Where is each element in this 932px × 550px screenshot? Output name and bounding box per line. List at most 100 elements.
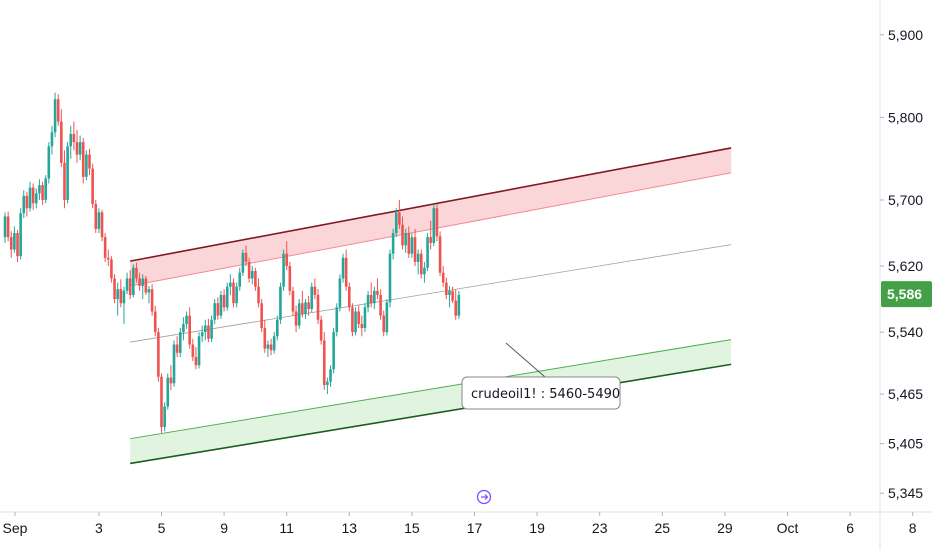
candle-body (238, 272, 242, 287)
y-axis[interactable]: 5,900 5,800 5,700 5,620 5,540 5,465 5,405 5,345 (880, 27, 923, 501)
candle-body (260, 303, 263, 329)
y-axis-tick-label: 5,800 (888, 109, 923, 125)
candle-body (125, 278, 129, 291)
candlestick-series (3, 92, 461, 433)
candle-body (150, 289, 154, 312)
candle-body (103, 237, 107, 258)
candle-body (63, 162, 66, 200)
candle-body (110, 259, 113, 279)
candle-body (276, 319, 279, 337)
candle-body (78, 142, 82, 155)
candle-body (81, 142, 85, 177)
candle-body (435, 208, 439, 237)
candle-body (232, 282, 235, 304)
candle-body (250, 271, 254, 279)
candle-body (351, 307, 354, 333)
candle-body (445, 282, 448, 295)
annotation-text: crudeoil1! : 5460-5490 (471, 387, 620, 402)
last-price-tag-bg (881, 281, 932, 308)
last-price-tag: 5,586 (881, 281, 932, 308)
candle-body (147, 289, 151, 293)
candle-body (307, 302, 310, 310)
x-axis-tick-label: 8 (909, 520, 917, 536)
candle-body (72, 133, 76, 143)
last-price-label: 5,586 (887, 286, 922, 302)
x-axis-tick-label: 29 (717, 520, 733, 536)
candle-body (19, 213, 22, 257)
candle-body (332, 332, 335, 370)
annotation-box (461, 376, 621, 410)
candle-body (338, 278, 342, 308)
candle-body (200, 332, 204, 337)
x-axis-tick-label: 15 (404, 520, 420, 536)
candle-body (97, 212, 101, 229)
candle-body (66, 146, 69, 200)
candle-body (178, 332, 182, 353)
candle-body (191, 344, 195, 357)
channel-top-line (130, 147, 732, 262)
y-axis-tick-label: 5,540 (888, 324, 923, 340)
candle-body (188, 315, 191, 345)
candle-body (75, 142, 79, 155)
scroll-to-realtime-icon[interactable] (476, 489, 492, 505)
x-axis-tick-label: Sep (3, 520, 28, 536)
candle-body (301, 303, 304, 314)
candle-body (376, 290, 379, 295)
candle-body (53, 99, 57, 133)
candle-body (341, 257, 345, 279)
candle-body (410, 237, 414, 254)
candle-body (398, 212, 401, 225)
candle-body (175, 344, 179, 353)
candle-body (6, 216, 10, 238)
candle-body (9, 237, 13, 250)
candle-body (282, 253, 285, 287)
candle-body (329, 369, 332, 382)
candle-body (94, 204, 98, 229)
candle-body (404, 233, 407, 246)
candle-body (194, 356, 198, 366)
candle-body (257, 286, 260, 304)
candle-body (294, 311, 298, 326)
candle-body (394, 212, 398, 234)
lower-support-channel (130, 339, 732, 465)
candle-body (429, 237, 432, 243)
candle-body (310, 286, 314, 310)
channel-band (130, 147, 732, 286)
x-axis-tick-label: 11 (279, 520, 294, 536)
candle-body (3, 216, 7, 238)
candle-body (354, 311, 357, 333)
y-axis-tick-label: 5,900 (888, 27, 923, 43)
candle-body (426, 237, 429, 268)
candle-body (373, 290, 376, 304)
candle-body (288, 266, 292, 291)
candle-body (132, 267, 135, 295)
candle-body (216, 303, 220, 316)
candle-body (41, 185, 44, 200)
candle-body (388, 253, 392, 303)
candle-body (423, 267, 426, 275)
x-axis-tick-label: 13 (342, 520, 358, 536)
x-axis-tick-label: 17 (467, 520, 483, 536)
candle-body (316, 294, 320, 320)
candle-body (169, 377, 173, 384)
candle-body (38, 185, 41, 194)
candle-body (304, 302, 307, 314)
candle-body (219, 294, 223, 316)
annotation-callout[interactable]: crudeoil1! : 5460-5490 (461, 342, 621, 410)
candle-body (60, 121, 63, 163)
candle-body (297, 303, 301, 326)
candle-body (241, 252, 245, 273)
candle-body (366, 294, 370, 308)
candle-body (419, 253, 423, 275)
candle-body (326, 381, 329, 386)
candle-body (13, 233, 16, 250)
candle-body (153, 311, 157, 333)
candle-body (432, 208, 436, 243)
candle-body (160, 376, 163, 428)
y-axis-tick-label: 5,700 (888, 192, 923, 208)
x-axis-tick-label: 6 (846, 520, 854, 536)
x-axis[interactable]: Sep 3 5 9 11 13 15 17 19 23 25 29 Oct 6 8 (3, 512, 917, 536)
candle-body (319, 319, 323, 341)
x-axis-tick-label: 9 (220, 520, 228, 536)
candle-body (116, 289, 119, 300)
